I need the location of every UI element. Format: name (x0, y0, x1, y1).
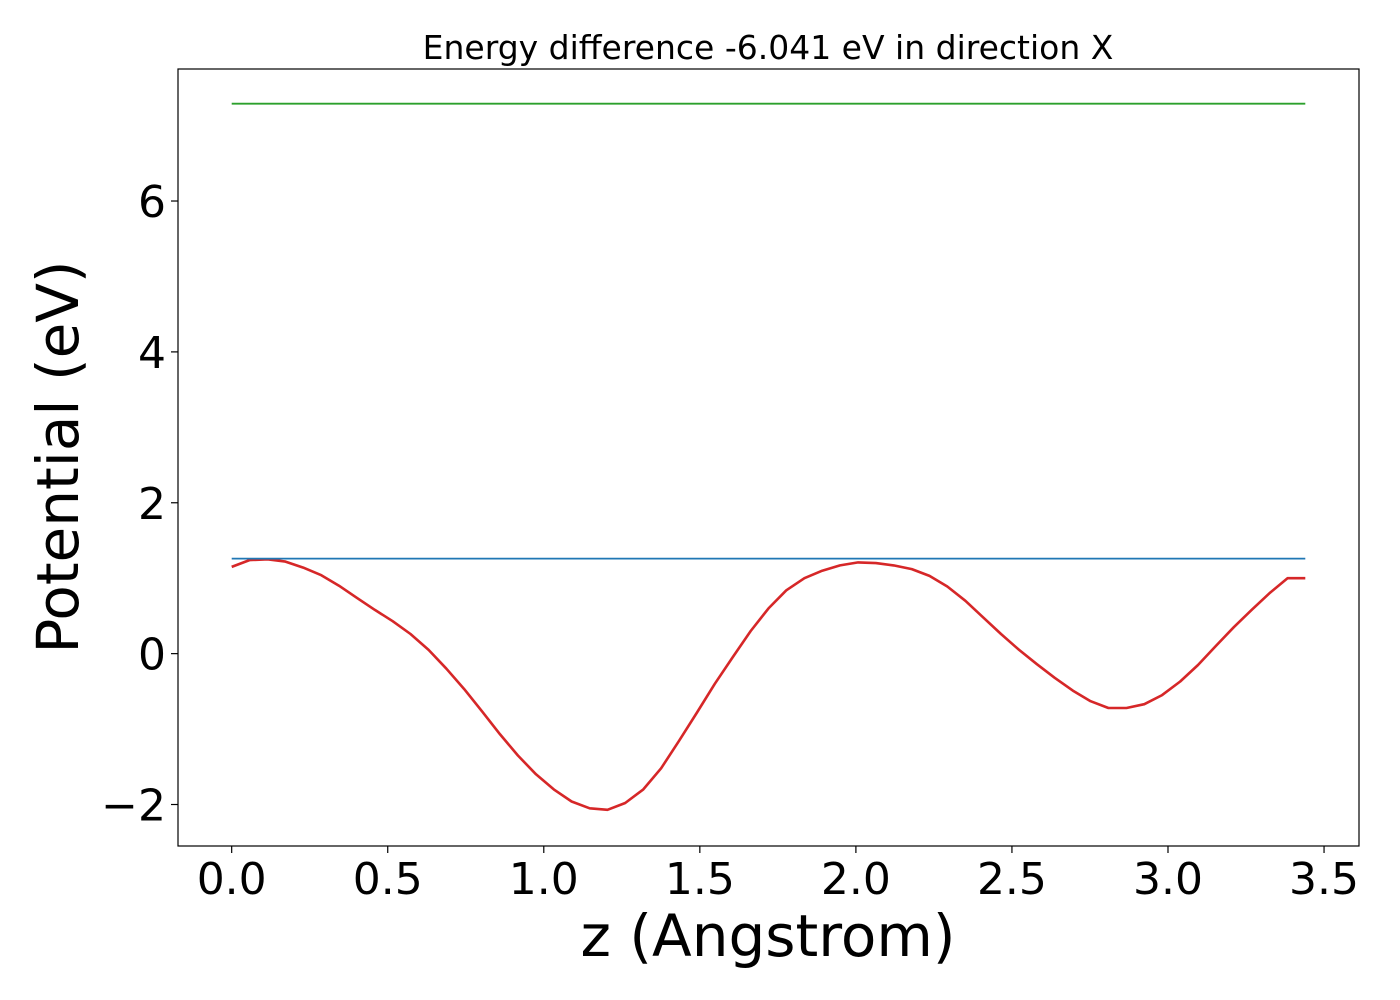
y-axis-label: Potential (eV) (24, 260, 92, 653)
x-tick-label: 3.0 (1133, 854, 1203, 905)
x-tick-label: 2.5 (977, 854, 1047, 905)
x-tick-label: 1.0 (509, 854, 579, 905)
x-axis-ticks: 0.0 0.5 1.0 1.5 2.0 2.5 3.0 3.5 (197, 846, 1359, 905)
series-line-0 (231, 557, 1306, 812)
y-tick-label: −2 (101, 781, 166, 832)
x-tick-label: 0.5 (353, 854, 423, 905)
chart-title: Energy difference -6.041 eV in direction… (423, 28, 1114, 67)
x-tick-label: 0.0 (197, 854, 267, 905)
y-tick-label: 2 (138, 479, 166, 530)
y-axis-ticks: −2 0 2 4 6 (101, 177, 178, 832)
y-tick-label: 0 (138, 630, 166, 681)
x-tick-label: 2.0 (821, 854, 891, 905)
y-tick-label: 6 (138, 177, 166, 228)
plot-area-frame (177, 68, 1360, 847)
x-tick-label: 3.5 (1289, 854, 1359, 905)
x-axis-label: z (Angstrom) (581, 902, 956, 970)
y-tick-label: 4 (138, 328, 166, 379)
series-layer (231, 102, 1306, 812)
x-tick-label: 1.5 (665, 854, 735, 905)
